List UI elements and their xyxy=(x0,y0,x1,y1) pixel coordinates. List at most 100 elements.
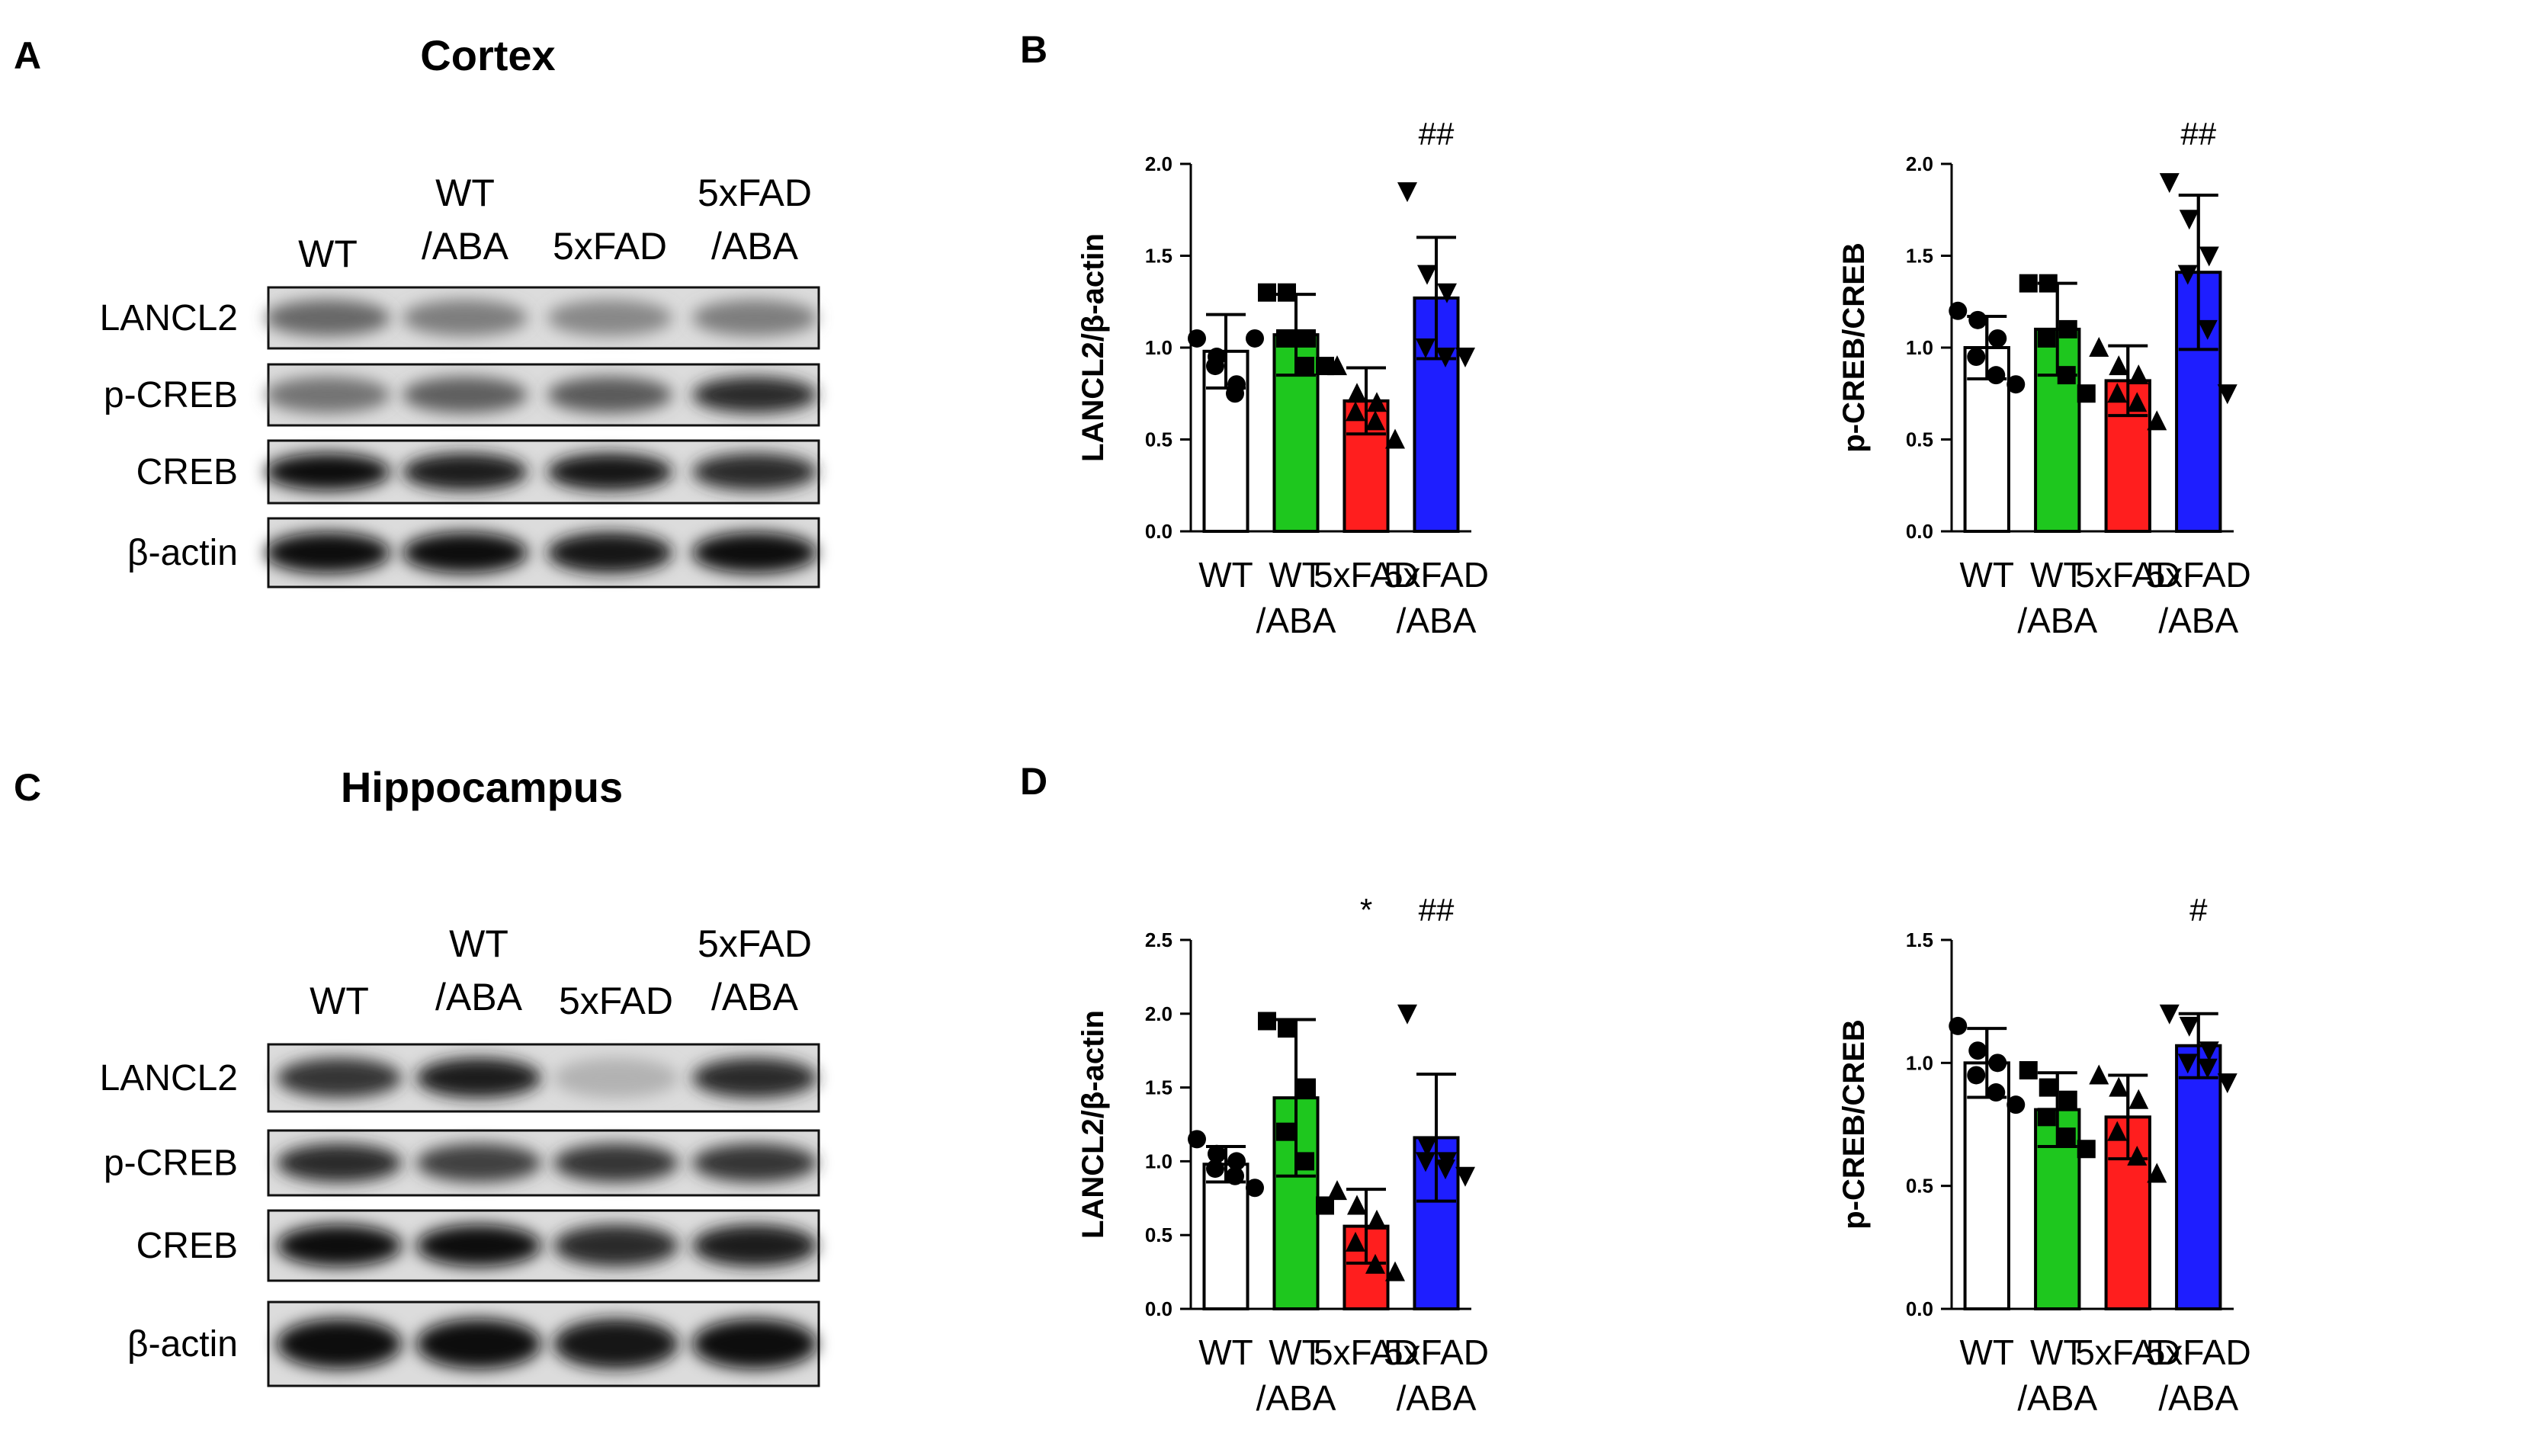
blot-band xyxy=(277,1057,402,1098)
bar xyxy=(1202,1163,1249,1310)
data-point xyxy=(1246,1179,1264,1198)
y-axis-label: LANCL2/β-actin xyxy=(1076,1010,1110,1239)
data-point xyxy=(2179,210,2199,230)
lane-label-3-1: /ABA xyxy=(711,225,799,268)
data-point xyxy=(1298,329,1316,348)
data-point xyxy=(1327,1180,1347,1201)
data-point xyxy=(1367,392,1387,412)
data-point xyxy=(1367,1209,1387,1230)
lane-label-0-0: WT xyxy=(310,980,369,1022)
blot-row-label: LANCL2 xyxy=(100,1058,238,1098)
data-point xyxy=(2039,274,2058,293)
data-point xyxy=(1327,355,1347,376)
data-point xyxy=(1188,1130,1206,1149)
data-point xyxy=(2159,173,2180,194)
data-point xyxy=(1437,283,1457,303)
data-point xyxy=(1436,348,1455,368)
y-tick-label: 0.0 xyxy=(1145,520,1172,543)
y-axis-label: p-CREB/CREB xyxy=(1837,1019,1871,1230)
data-point xyxy=(1988,1054,2007,1073)
x-tick-label: WT xyxy=(1959,555,2014,595)
data-point xyxy=(1385,1261,1405,1281)
y-tick-label: 1.5 xyxy=(1145,1076,1172,1099)
x-tick-label: 5xFAD xyxy=(2146,555,2251,595)
data-point xyxy=(2199,1041,2219,1062)
data-point xyxy=(1416,1152,1436,1172)
blot-band xyxy=(265,532,390,573)
data-point xyxy=(1397,1004,1417,1025)
data-point xyxy=(2057,366,2076,385)
y-tick-label: 1.5 xyxy=(1906,928,1933,951)
data-point xyxy=(1258,1012,1276,1031)
blot-band xyxy=(692,377,817,413)
data-point xyxy=(2037,329,2056,348)
blot-band xyxy=(553,1057,678,1098)
significance-mark: * xyxy=(1360,892,1372,928)
x-tick-label: 5xFAD xyxy=(1314,1333,1419,1372)
y-tick-label: 2.0 xyxy=(1145,1002,1172,1025)
x-tick-label: WT xyxy=(2030,555,2085,595)
data-point xyxy=(2128,364,2149,385)
chart-cortex-pcreb: 0.0 0.5 1.0 1.5 2.0 p-CREB/CREB WT WT/ABA 5xFAD #… xyxy=(1837,116,2251,640)
data-point xyxy=(2179,1016,2199,1037)
data-point xyxy=(2217,384,2237,405)
blot-band xyxy=(403,453,528,491)
data-point xyxy=(1949,301,1968,320)
y-tick-label: 1.0 xyxy=(1906,336,1933,359)
blot-band xyxy=(277,1319,402,1369)
data-point xyxy=(2109,1076,2129,1097)
blot-band xyxy=(416,1319,541,1369)
data-point xyxy=(1298,1078,1316,1097)
chart-cortex-lancl2: 0.0 0.5 1.0 1.5 2.0 LANCL2/β-actin WT WT/ABA 5xF… xyxy=(1076,116,1489,640)
blot-band xyxy=(403,377,528,413)
blot-band xyxy=(692,300,817,336)
x-tick-label: WT xyxy=(1959,1333,2014,1372)
blot-band xyxy=(265,300,390,336)
data-point xyxy=(1455,348,1475,368)
x-tick-label: WT xyxy=(1198,555,1253,595)
bar xyxy=(2175,1044,2222,1311)
data-point xyxy=(1967,348,1986,367)
lane-label-1-0: WT xyxy=(449,922,508,965)
data-point xyxy=(1226,384,1244,403)
data-point xyxy=(2089,337,2109,357)
data-point xyxy=(2007,1095,2026,1114)
lane-label-1-0: WT xyxy=(435,172,495,214)
data-point xyxy=(2128,1089,2149,1109)
lane-label-1-1: /ABA xyxy=(422,225,509,268)
data-point xyxy=(2107,383,2128,403)
western-blot-cortex: WT WT/ABA 5xFAD 5xFAD/ABA LANCL2 p-CREB CREB β-… xyxy=(100,172,820,588)
data-point xyxy=(1226,1166,1244,1185)
data-point xyxy=(1188,329,1206,348)
y-tick-label: 0.5 xyxy=(1906,428,1933,451)
data-point xyxy=(2109,355,2129,376)
lane-label-2-0: 5xFAD xyxy=(553,225,667,268)
data-point xyxy=(1346,401,1365,422)
data-point xyxy=(1416,338,1436,358)
data-point xyxy=(2127,1145,2148,1166)
blot-band xyxy=(692,453,817,491)
data-point xyxy=(1949,1016,1968,1035)
panel-letter-a: A xyxy=(14,34,41,77)
lane-label-2-0: 5xFAD xyxy=(559,980,673,1022)
y-tick-label: 1.0 xyxy=(1145,1150,1172,1172)
x-tick-label: WT xyxy=(2030,1333,2085,1372)
data-point xyxy=(2037,1108,2056,1127)
y-tick-label: 0.0 xyxy=(1906,520,1933,543)
blot-band xyxy=(547,453,672,491)
hippocampus-title: Hippocampus xyxy=(341,763,623,811)
data-point xyxy=(2077,1140,2096,1159)
x-tick-label: /ABA xyxy=(2158,1378,2238,1418)
lane-label-1-1: /ABA xyxy=(435,976,523,1018)
data-point xyxy=(1417,1137,1437,1158)
significance-mark: # xyxy=(2189,892,2208,928)
significance-mark: ## xyxy=(2180,116,2216,152)
blot-row-label: CREB xyxy=(136,452,238,492)
y-tick-label: 2.5 xyxy=(1145,928,1172,951)
y-tick-label: 0.5 xyxy=(1145,1223,1172,1246)
x-tick-label: WT xyxy=(1198,1333,1253,1372)
y-tick-label: 0.0 xyxy=(1145,1297,1172,1320)
panel-letter-b: B xyxy=(1020,28,1047,71)
data-point xyxy=(1385,428,1405,449)
blot-band xyxy=(692,1224,817,1267)
